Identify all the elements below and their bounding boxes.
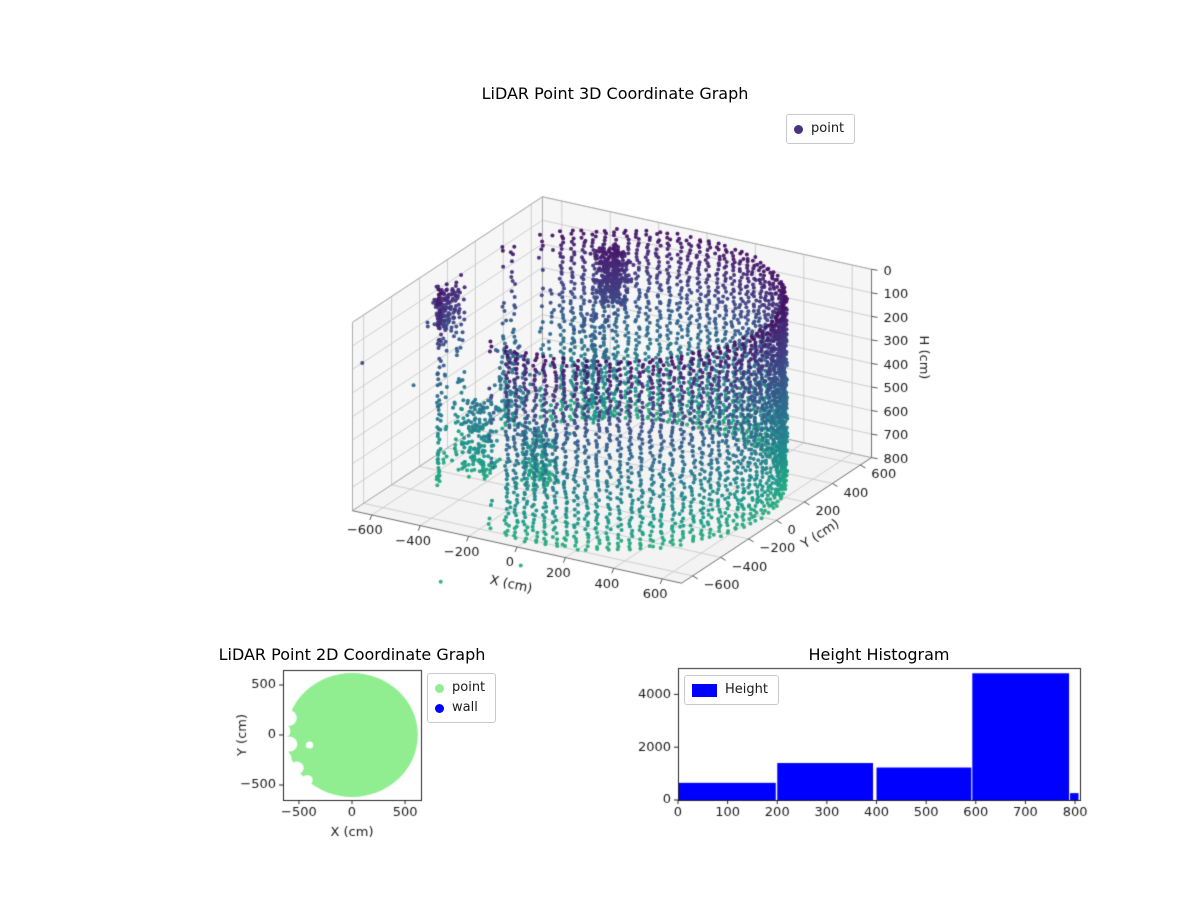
legend-item-point: point xyxy=(435,678,485,698)
legend-label: point xyxy=(811,121,845,136)
plot-2d-title: LiDAR Point 2D Coordinate Graph xyxy=(218,645,486,664)
legend-label: Height xyxy=(725,682,768,697)
plot-histogram-legend: Height xyxy=(684,675,779,706)
wall-marker-icon xyxy=(435,703,444,713)
legend-item-point: point xyxy=(794,119,844,139)
height-patch-icon xyxy=(692,683,717,697)
legend-item-wall: wall xyxy=(435,698,485,718)
point-marker-icon xyxy=(794,124,803,134)
plot-3d-legend: point xyxy=(786,114,856,145)
legend-item-height: Height xyxy=(692,680,768,700)
legend-label: point xyxy=(452,680,486,695)
plot-3d-title: LiDAR Point 3D Coordinate Graph xyxy=(481,84,749,103)
point-marker-icon xyxy=(435,683,444,693)
legend-label: wall xyxy=(452,700,478,716)
plot-histogram-title: Height Histogram xyxy=(808,645,950,664)
plot-2d-legend: point wall xyxy=(427,673,497,724)
